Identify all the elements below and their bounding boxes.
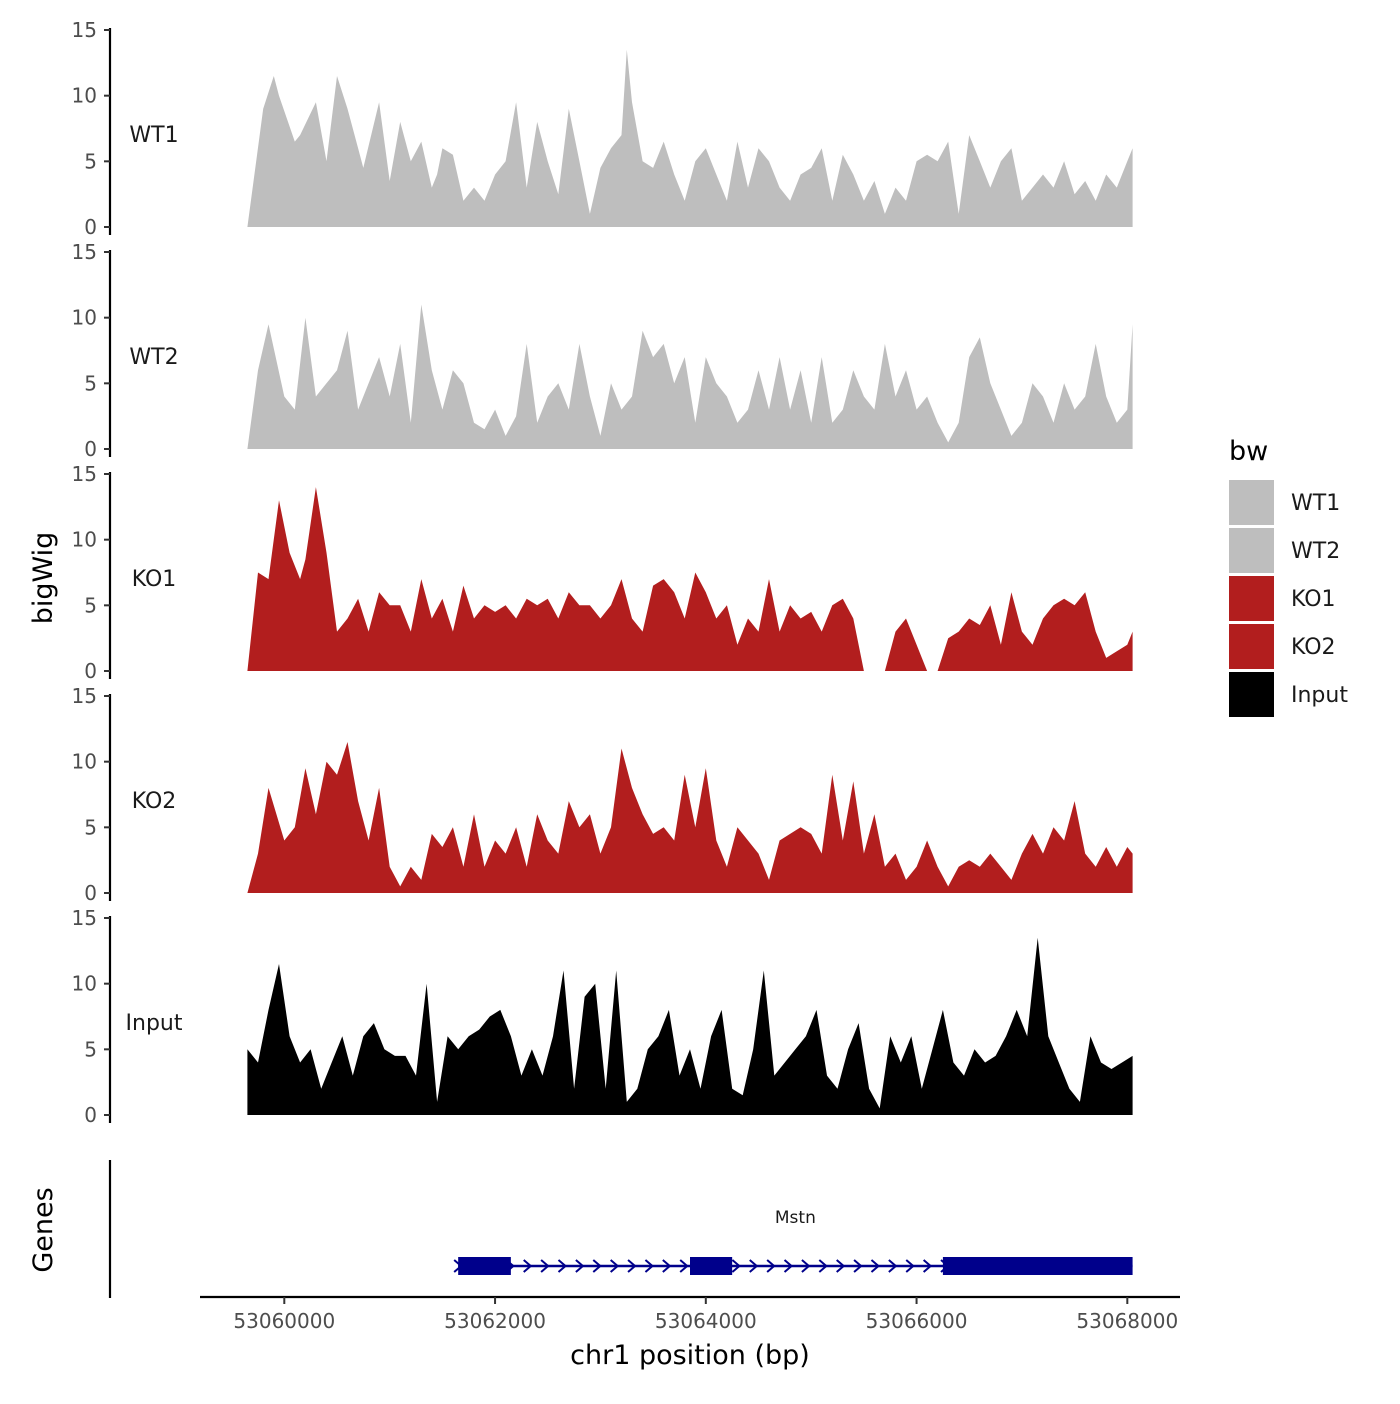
strand-arrow-6: [557, 1259, 568, 1273]
strand-arrow-12: [662, 1259, 672, 1273]
tracks-layer: 0 5 10 15 WT1 0 5 10 15 WT2 0 5 10 15 KO1 0 5 10 15 KO2 0 5 10…: [72, 18, 1133, 1127]
y-tick-label-ko1-10: 10: [72, 528, 97, 552]
gene-name-label: Mstn: [775, 1208, 816, 1228]
strand-arrow-22: [836, 1259, 846, 1273]
exon-1: [458, 1257, 511, 1275]
exon-3: [942, 1257, 1133, 1275]
legend-label-wt1: WT1: [1291, 491, 1340, 516]
strand-arrow-23: [853, 1259, 863, 1273]
exon-2: [690, 1257, 733, 1275]
strand-arrow-17: [749, 1259, 759, 1273]
strand-arrow-5: [540, 1259, 550, 1273]
track-label-ko1: KO1: [132, 567, 177, 592]
legend-label-ko2: KO2: [1291, 635, 1336, 660]
strand-arrow-24: [870, 1259, 880, 1273]
strand-arrow-19: [783, 1259, 794, 1273]
y-tick-label-wt2-15: 15: [72, 240, 97, 264]
strand-arrow-13: [679, 1259, 689, 1273]
strand-arrow-9: [610, 1259, 620, 1273]
strand-arrow-8: [592, 1259, 602, 1273]
area-ko1: [247, 487, 1133, 671]
x-tick-label-53060000: 53060000: [233, 1309, 335, 1333]
legend-items: WT1 WT2 KO1 KO2 Input: [1229, 480, 1348, 717]
track-ko2: 0 5 10 15 KO2: [72, 684, 1133, 905]
y-tick-label-wt2-0: 0: [84, 437, 97, 461]
track-label-ko2: KO2: [132, 789, 177, 814]
strand-arrow-20: [801, 1259, 811, 1273]
track-ko1: 0 5 10 15 KO1: [72, 462, 1133, 683]
track-label-wt1: WT1: [129, 123, 178, 148]
legend-key-wt1: [1229, 480, 1274, 525]
legend-key-ko2: [1229, 624, 1274, 669]
area-wt1: [247, 49, 1133, 228]
y-tick-label-wt1-0: 0: [84, 215, 97, 239]
y-tick-label-input-5: 5: [84, 1037, 97, 1061]
x-tick-label-53064000: 53064000: [655, 1309, 757, 1333]
strand-arrow-10: [627, 1259, 637, 1273]
y-tick-label-input-10: 10: [72, 972, 97, 996]
y-tick-label-ko1-0: 0: [84, 659, 97, 683]
track-input: 0 5 10 15 Input: [72, 906, 1133, 1127]
area-wt2: [247, 304, 1133, 449]
legend-key-wt2: [1229, 528, 1274, 573]
legend-key-input: [1229, 672, 1274, 717]
strand-arrow-21: [818, 1259, 828, 1273]
genes-axis-title: Genes: [28, 1187, 59, 1272]
y-tick-label-wt2-10: 10: [72, 306, 97, 330]
y-axis-title: bigWig: [28, 532, 59, 625]
y-tick-label-ko2-0: 0: [84, 881, 97, 905]
track-label-wt2: WT2: [129, 345, 178, 370]
strand-arrow-18: [766, 1259, 776, 1273]
strand-arrow-27: [922, 1259, 933, 1273]
y-tick-label-wt1-15: 15: [72, 18, 97, 42]
strand-arrow-26: [905, 1259, 915, 1273]
x-tick-label-53066000: 53066000: [866, 1309, 968, 1333]
legend-title: bw: [1229, 436, 1268, 467]
track-wt1: 0 5 10 15 WT1: [72, 18, 1133, 239]
strand-arrow-16: [731, 1259, 741, 1273]
track-wt2: 0 5 10 15 WT2: [72, 240, 1133, 461]
y-tick-label-ko1-5: 5: [84, 593, 97, 617]
strand-arrow-7: [575, 1259, 585, 1273]
y-tick-label-input-0: 0: [84, 1103, 97, 1127]
y-tick-label-wt1-5: 5: [84, 149, 97, 173]
x-axis-title: chr1 position (bp): [570, 1340, 810, 1371]
legend-label-input: Input: [1291, 683, 1348, 708]
legend: bw WT1 WT2 KO1 KO2 Input: [1229, 436, 1348, 717]
x-axis: 53060000 53062000 53064000 53066000 53068000: [200, 1295, 1180, 1333]
legend-key-ko1: [1229, 576, 1274, 621]
x-tick-label-53062000: 53062000: [444, 1309, 546, 1333]
y-tick-label-ko2-10: 10: [72, 750, 97, 774]
gene-layer: Mstn: [108, 1160, 1133, 1298]
y-tick-label-wt1-10: 10: [72, 84, 97, 108]
y-tick-label-ko2-15: 15: [72, 684, 97, 708]
y-tick-label-ko1-15: 15: [72, 462, 97, 486]
area-ko2: [247, 742, 1133, 893]
y-tick-label-ko2-5: 5: [84, 815, 97, 839]
y-tick-label-input-15: 15: [72, 906, 97, 930]
strand-arrow-4: [523, 1259, 533, 1273]
area-input: [247, 937, 1133, 1115]
x-tick-label-53068000: 53068000: [1076, 1309, 1178, 1333]
track-label-input: Input: [126, 1011, 183, 1036]
legend-label-wt2: WT2: [1291, 539, 1340, 564]
strand-arrow-11: [644, 1259, 654, 1273]
y-tick-label-wt2-5: 5: [84, 371, 97, 395]
strand-arrow-25: [888, 1259, 898, 1273]
legend-label-ko1: KO1: [1291, 587, 1336, 612]
